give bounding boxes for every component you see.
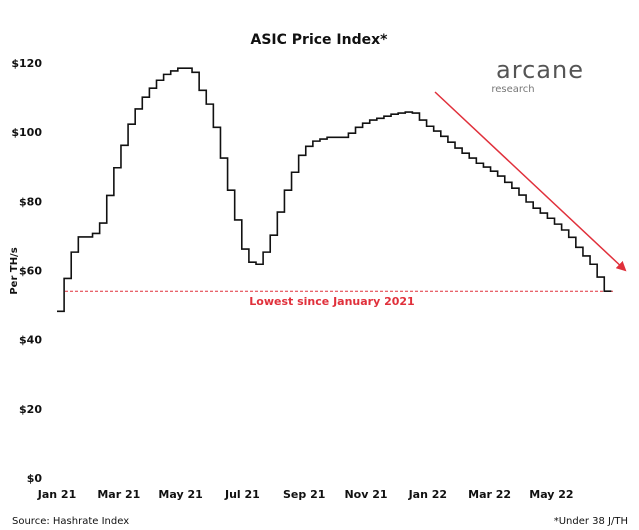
x-tick-label: Nov 21 — [344, 488, 387, 501]
x-tick-label: Jan 21 — [37, 488, 76, 501]
y-tick-label: $20 — [19, 403, 42, 416]
footnote: *Under 38 J/TH — [554, 516, 628, 527]
y-axis-label: Per TH/s — [9, 247, 20, 294]
source: Source: Hashrate Index — [12, 516, 129, 527]
chart-title: ASIC Price Index* — [251, 32, 389, 48]
x-tick-label: Sep 21 — [283, 488, 325, 501]
x-tick-label: Mar 21 — [97, 488, 140, 501]
x-tick-label: Jan 22 — [408, 488, 447, 501]
y-tick-label: $80 — [19, 195, 42, 208]
y-tick-label: $0 — [27, 472, 43, 485]
x-tick-label: Jul 21 — [224, 488, 260, 501]
x-tick-label: Mar 22 — [468, 488, 511, 501]
logo: arcane — [496, 56, 584, 84]
reference-label: Lowest since January 2021 — [249, 295, 414, 308]
x-tick-label: May 22 — [529, 488, 573, 501]
y-tick-label: $40 — [19, 334, 42, 347]
trend-arrow — [434, 91, 627, 272]
y-tick-label: $120 — [11, 57, 42, 70]
x-tick-label: May 21 — [158, 488, 202, 501]
y-tick-label: $60 — [19, 265, 42, 278]
price-line — [57, 67, 612, 313]
logo-sub: research — [491, 84, 534, 95]
y-tick-label: $100 — [11, 126, 42, 139]
